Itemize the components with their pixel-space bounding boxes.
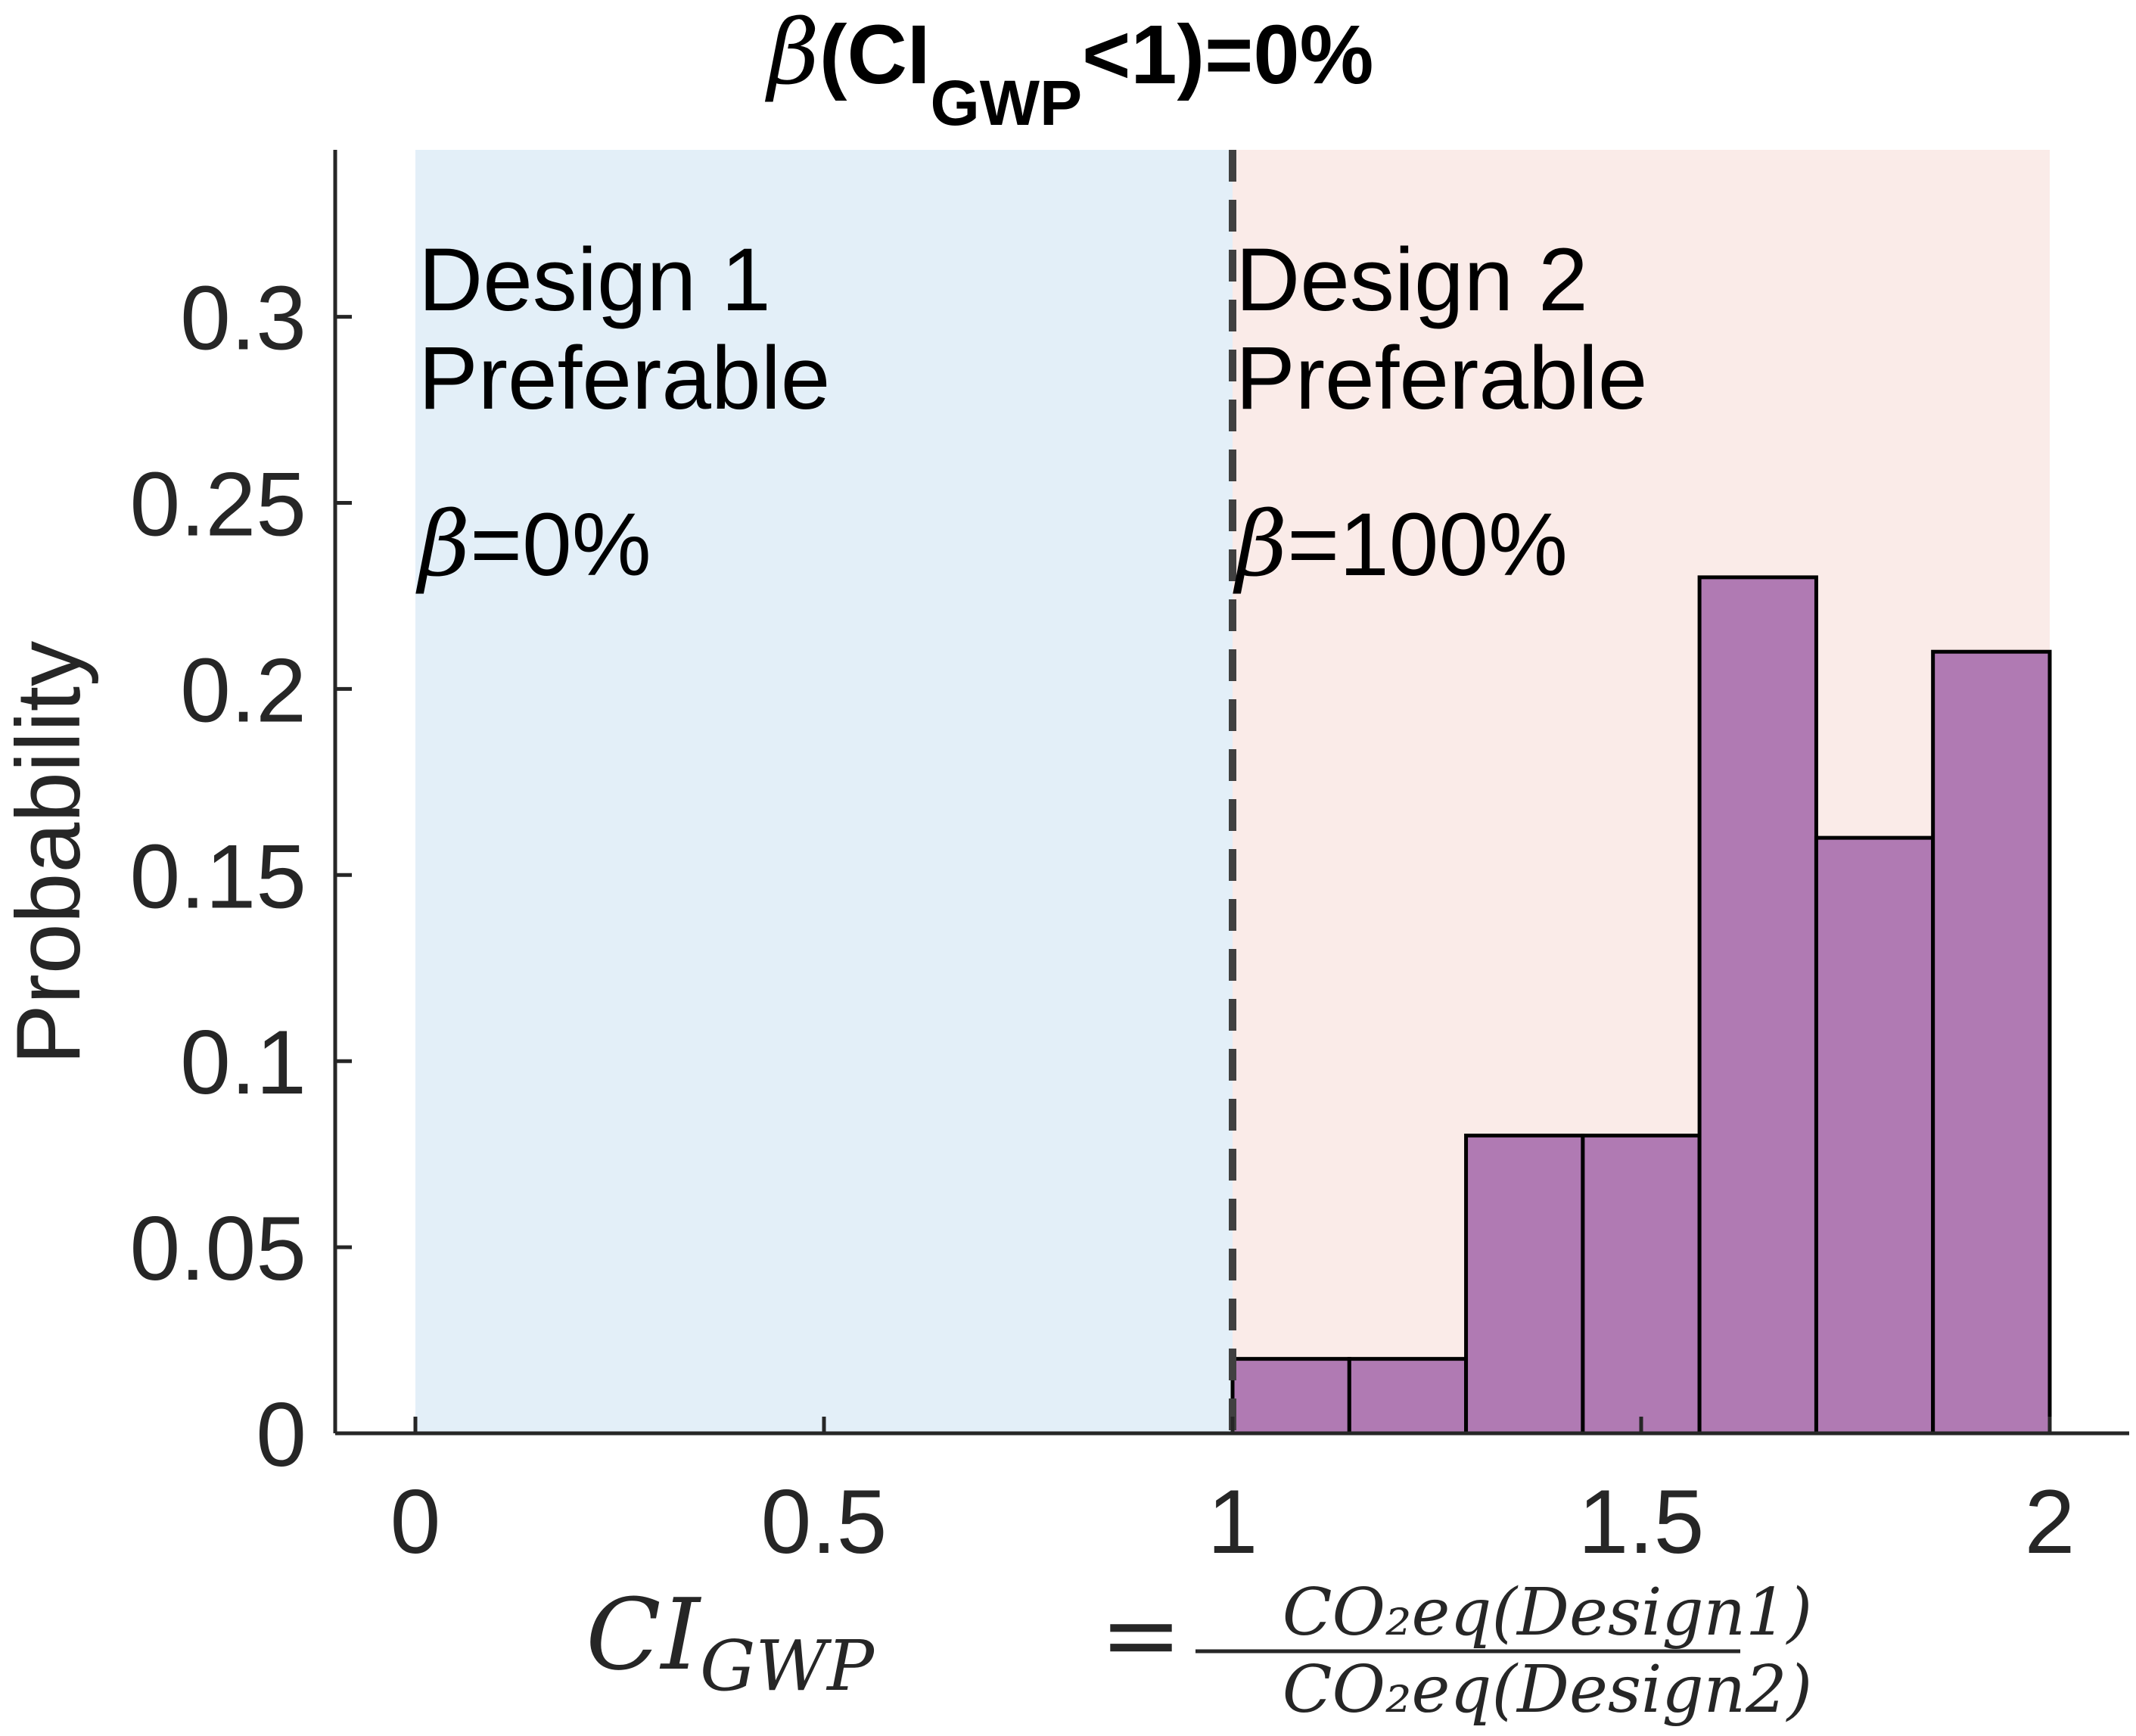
region-beta-label: β=100% [1233,492,1568,596]
region-label-line: Preferable [1236,328,1647,428]
region-label-line: Preferable [418,328,830,428]
title-suffix: <1)=0% [1082,8,1373,101]
region-beta-symbol: β [1233,492,1287,596]
y-tick-label: 0.2 [180,639,306,741]
y-axis-label: Probability [0,641,99,1065]
histogram-bars [1230,575,2052,1436]
title-beta: β [765,0,819,104]
title-subscript: GWP [930,67,1082,138]
region-beta-symbol: β [415,492,470,596]
region-beta-label: β=0% [415,492,651,596]
region-beta-value: =100% [1287,495,1568,595]
y-tick-label: 0.15 [129,826,306,927]
region-label-line: Design 1 [418,230,771,330]
x-ticks: 0 0.5 1 1.5 2 [390,1417,2075,1573]
histogram-bar [1581,1134,1702,1436]
histogram-bar [1347,1357,1469,1436]
histogram-bar [1814,835,1935,1436]
histogram-bar [1931,649,2052,1436]
y-tick-label: 0.25 [129,454,306,555]
xlabel-numerator: CO₂eq(Design1) [1283,1575,1812,1650]
histogram-bar [1697,575,1818,1436]
x-tick-label: 1 [1208,1471,1258,1573]
histogram-bar [1230,1357,1351,1436]
xlabel-lhs: CI [586,1577,701,1692]
y-ticks: 0 0.05 0.1 0.15 0.2 0.25 0.3 [129,268,352,1486]
preference-regions [415,150,2050,1433]
xlabel-lhs-sub: GWP [700,1626,875,1706]
y-tick-label: 0.3 [180,268,306,369]
region-beta-value: =0% [470,495,651,595]
region-label-line: Design 2 [1236,230,1588,330]
chart-title: β(CIGWP<1)=0% [765,0,1374,138]
x-tick-label: 0 [390,1471,441,1573]
y-tick-label: 0.05 [129,1198,306,1299]
histogram-bar [1464,1134,1585,1436]
region-background-1 [415,150,1233,1433]
x-axis-label: CIGWP = CO₂eq(Design1) CO₂eq(Design2) [586,1575,1812,1728]
xlabel-denominator: CO₂eq(Design2) [1283,1652,1812,1728]
title-main: (CI [819,8,931,101]
xlabel-equals: = [1100,1577,1183,1692]
x-tick-label: 2 [2025,1471,2075,1573]
y-tick-label: 0 [256,1384,306,1486]
y-tick-label: 0.1 [180,1012,306,1113]
x-tick-label: 0.5 [761,1471,888,1573]
x-tick-label: 1.5 [1578,1471,1705,1573]
xlabel-ci: CIGWP [586,1577,875,1706]
